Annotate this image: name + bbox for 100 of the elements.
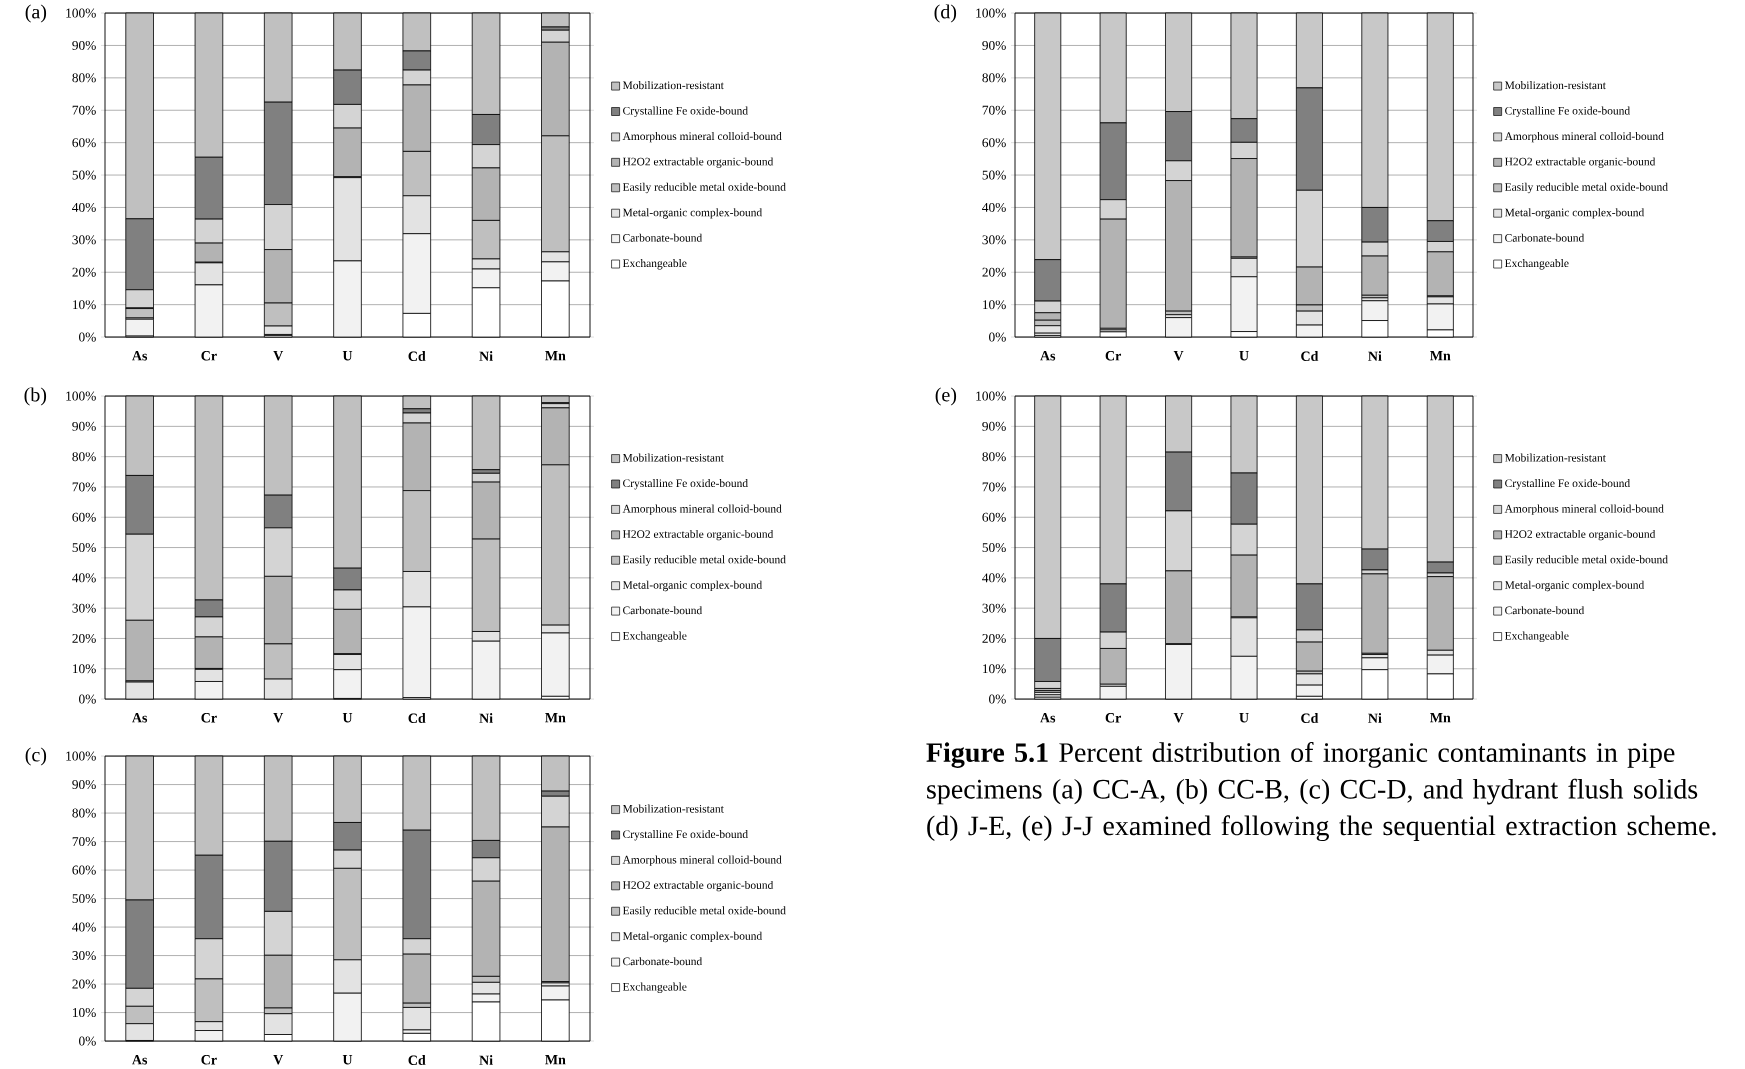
y-tick-label: 30% [982,235,1006,245]
legend-label: Mobilization-resistant [622,453,724,462]
y-tick-label: 90% [982,40,1006,50]
x-tick-label: As [1040,712,1056,723]
legend-label: Amorphous mineral colloid-bound [1504,131,1664,143]
y-tick-label: 100% [976,8,1006,18]
y-tick-label: 0% [79,694,96,704]
legend-label: Amorphous mineral colloid-bound [622,131,782,143]
legend-label: Mobilization-resistant [622,80,724,89]
y-tick-label: 0% [989,694,1006,704]
y-tick-label: 100% [66,751,96,761]
legend-label: Carbonate-bound [623,605,703,614]
x-tick-label: U [342,350,353,361]
y-tick-label: 20% [982,633,1006,643]
legend-label: Exchangeable [1504,258,1569,270]
y-tick-label: 20% [72,633,96,643]
legend-label: H2O2 extractable organic-bound [622,529,774,541]
x-tick-label: V [1173,350,1184,361]
x-tick-label: Cr [1105,712,1122,723]
y-tick-label: 80% [72,808,96,818]
y-tick-label: 80% [72,451,96,461]
legend-label: Mobilization-resistant [1504,80,1606,89]
y-tick-label: 60% [72,512,96,522]
x-tick-label: Ni [479,1054,493,1065]
legend-label: Mobilization-resistant [1504,453,1606,462]
y-tick-label: 90% [982,421,1006,431]
y-tick-label: 80% [982,451,1006,461]
legend-label: H2O2 extractable organic-bound [1504,157,1656,168]
y-tick-label: 10% [73,299,96,309]
y-tick-label: 80% [72,73,96,83]
x-tick-label: U [1239,712,1249,723]
y-tick-label: 30% [72,950,96,960]
chart-title: (d) [934,4,957,23]
x-tick-label: U [1239,350,1249,361]
legend-label: Carbonate-bound [623,233,703,242]
x-tick-label: Ni [479,350,493,361]
y-tick-label: 100% [66,391,96,401]
y-tick-label: 0% [79,1036,96,1046]
legend-label: Exchangeable [622,258,687,270]
legend-label: Metal-organic complex-bound [1504,580,1645,591]
y-tick-label: 60% [982,137,1006,147]
y-tick-label: 40% [72,202,96,212]
x-tick-label: Mn [545,1054,566,1065]
y-tick-label: 20% [72,979,96,989]
y-tick-label: 40% [982,573,1006,583]
y-tick-label: 70% [982,482,1006,492]
y-tick-label: 50% [72,542,96,552]
chart-title: (a) [25,4,47,23]
y-tick-label: 30% [982,603,1006,613]
x-tick-label: Cd [408,1054,426,1065]
x-tick-label: As [132,1054,148,1065]
y-tick-label: 10% [983,664,1006,674]
x-tick-label: Cr [201,350,217,361]
x-tick-label: U [342,712,353,723]
legend-label: Metal-organic complex-bound [622,208,763,219]
legend-label: Exchangeable [1504,631,1569,642]
legend-label: Exchangeable [622,631,687,642]
chart-title: (c) [25,747,47,766]
x-tick-label: Mn [545,350,566,361]
y-tick-label: 20% [72,267,96,277]
y-tick-label: 70% [72,836,96,846]
y-tick-label: 10% [73,1007,96,1017]
x-tick-label: Cr [201,1054,217,1065]
legend-label: Amorphous mineral colloid-bound [622,855,782,866]
y-tick-label: 70% [72,105,96,115]
x-tick-label: U [342,1054,353,1065]
x-tick-label: Ni [1368,350,1382,361]
y-tick-label: 40% [982,202,1006,212]
legend-label: Crystalline Fe oxide-bound [1505,478,1630,490]
y-tick-label: 10% [983,299,1006,309]
y-tick-label: 50% [982,542,1006,552]
y-tick-label: 90% [72,421,96,431]
x-tick-label: Cd [408,350,426,361]
legend-label: Crystalline Fe oxide-bound [623,106,748,117]
x-tick-label: As [1040,350,1056,361]
legend-label: Crystalline Fe oxide-bound [623,829,748,841]
legend-label: Carbonate-bound [623,956,703,965]
legend-label: Crystalline Fe oxide-bound [1505,106,1630,117]
x-tick-label: V [273,712,284,723]
legend-label: Easily reducible metal oxide-bound [1504,555,1668,566]
chart-title: (e) [935,387,957,406]
y-tick-label: 0% [79,332,96,342]
y-tick-label: 70% [72,482,96,492]
y-tick-label: 40% [72,573,96,583]
y-tick-label: 30% [72,603,96,613]
y-tick-label: 70% [982,105,1006,115]
y-tick-label: 10% [73,664,96,674]
x-tick-label: As [132,350,148,361]
y-tick-label: 60% [72,137,96,147]
x-tick-label: V [273,350,284,361]
y-tick-label: 100% [976,391,1006,401]
legend-label: Easily reducible metal oxide-bound [622,182,786,194]
x-tick-label: Ni [479,712,493,723]
legend-label: Metal-organic complex-bound [622,931,763,942]
y-tick-label: 90% [72,40,96,50]
x-tick-label: Cd [1301,350,1319,361]
legend-label: H2O2 extractable organic-bound [1504,529,1656,541]
legend-label: Amorphous mineral colloid-bound [1504,504,1664,515]
y-tick-label: 60% [72,865,96,875]
legend-label: Easily reducible metal oxide-bound [622,906,786,917]
